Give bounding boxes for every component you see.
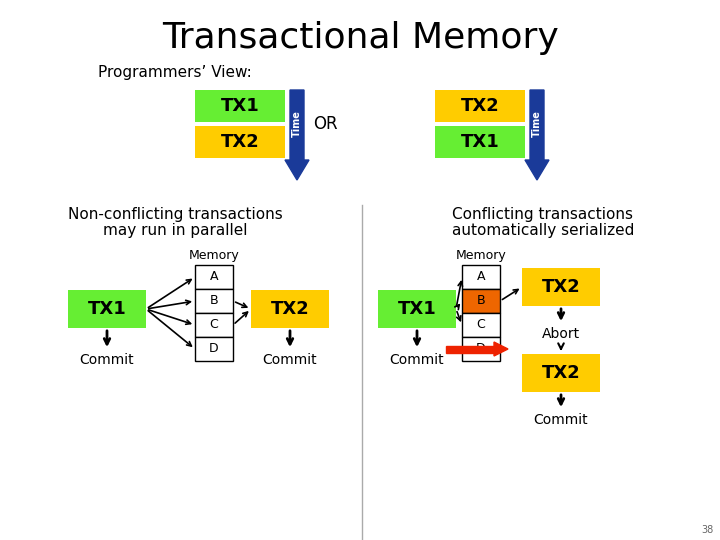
FancyBboxPatch shape <box>522 268 600 306</box>
Text: TX2: TX2 <box>220 133 259 151</box>
Text: Commit: Commit <box>263 353 318 367</box>
Text: D: D <box>476 342 486 355</box>
FancyBboxPatch shape <box>195 337 233 361</box>
Text: TX2: TX2 <box>541 364 580 382</box>
FancyBboxPatch shape <box>195 313 233 337</box>
FancyBboxPatch shape <box>195 265 233 289</box>
FancyBboxPatch shape <box>195 90 285 122</box>
Text: TX2: TX2 <box>541 278 580 296</box>
FancyBboxPatch shape <box>195 126 285 158</box>
Text: automatically serialized: automatically serialized <box>452 222 634 238</box>
FancyBboxPatch shape <box>378 290 456 328</box>
Text: C: C <box>210 319 218 332</box>
Text: may run in parallel: may run in parallel <box>103 222 247 238</box>
Text: TX2: TX2 <box>271 300 310 318</box>
Text: B: B <box>477 294 485 307</box>
Text: A: A <box>477 271 485 284</box>
Text: Non-conflicting transactions: Non-conflicting transactions <box>68 207 282 222</box>
Polygon shape <box>285 90 309 180</box>
Text: Time: Time <box>292 111 302 138</box>
Text: Commit: Commit <box>534 413 588 427</box>
Text: Commit: Commit <box>390 353 444 367</box>
Polygon shape <box>525 90 549 180</box>
Text: TX1: TX1 <box>220 97 259 115</box>
Text: Transactional Memory: Transactional Memory <box>161 21 559 55</box>
FancyBboxPatch shape <box>522 354 600 392</box>
Text: B: B <box>210 294 218 307</box>
Text: Time: Time <box>532 111 542 138</box>
Text: Memory: Memory <box>456 248 506 261</box>
FancyBboxPatch shape <box>462 289 500 313</box>
FancyBboxPatch shape <box>251 290 329 328</box>
Text: C: C <box>477 319 485 332</box>
Text: A: A <box>210 271 218 284</box>
Text: TX1: TX1 <box>397 300 436 318</box>
FancyBboxPatch shape <box>68 290 146 328</box>
Text: D: D <box>210 342 219 355</box>
FancyBboxPatch shape <box>435 126 525 158</box>
Text: OR: OR <box>312 115 337 133</box>
Polygon shape <box>446 346 494 353</box>
Text: Commit: Commit <box>80 353 135 367</box>
Text: Memory: Memory <box>189 248 239 261</box>
Text: Programmers’ View:: Programmers’ View: <box>98 64 252 79</box>
FancyBboxPatch shape <box>462 313 500 337</box>
FancyBboxPatch shape <box>435 90 525 122</box>
FancyBboxPatch shape <box>462 337 500 361</box>
Text: TX2: TX2 <box>461 97 500 115</box>
FancyBboxPatch shape <box>195 289 233 313</box>
Text: Abort: Abort <box>542 327 580 341</box>
Text: 38: 38 <box>702 525 714 535</box>
Text: TX1: TX1 <box>88 300 127 318</box>
Polygon shape <box>494 342 508 356</box>
Text: TX1: TX1 <box>461 133 500 151</box>
FancyBboxPatch shape <box>462 265 500 289</box>
Text: Conflicting transactions: Conflicting transactions <box>452 207 634 222</box>
